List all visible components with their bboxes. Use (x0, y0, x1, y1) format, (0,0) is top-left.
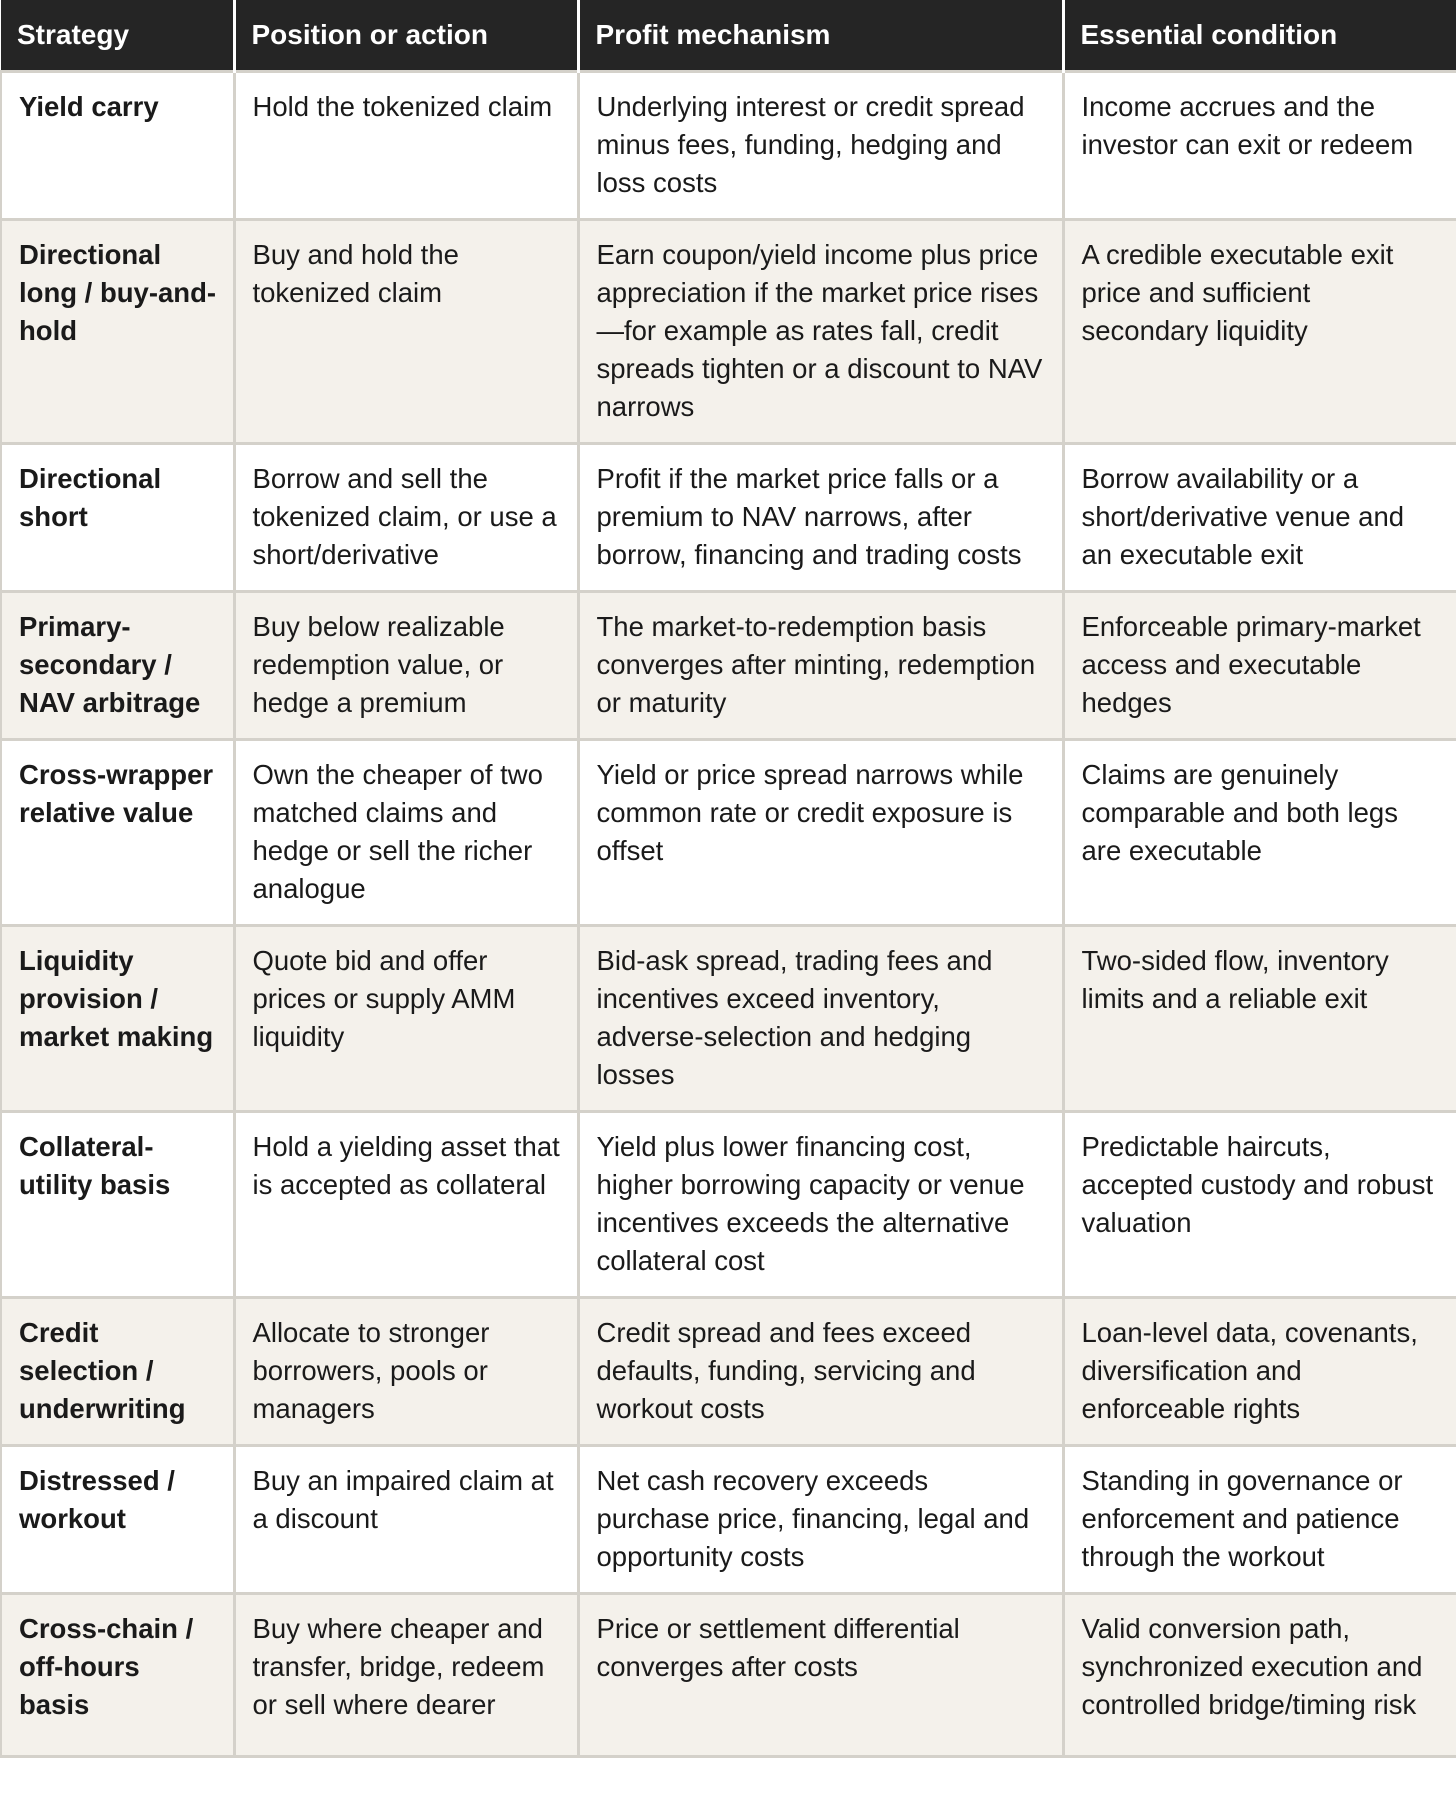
cell-essential-condition: Income accrues and the investor can exit… (1061, 70, 1456, 221)
cell-profit-mechanism: Net cash recovery exceeds purchase price… (576, 1444, 1065, 1595)
cell-strategy: Cross-wrapper relative value (0, 738, 236, 927)
cell-strategy: Directional long / buy-and-hold (0, 218, 236, 445)
table-row: Cross-chain / off-hours basis Buy where … (0, 1592, 1456, 1758)
table-row: Directional short Borrow and sell the to… (0, 442, 1456, 593)
cell-position: Buy an impaired claim at a discount (232, 1444, 580, 1595)
header-profit-mechanism: Profit mechanism (576, 0, 1065, 72)
cell-essential-condition: Standing in governance or enforcement an… (1061, 1444, 1456, 1595)
cell-strategy: Liquidity provision / market making (0, 924, 236, 1113)
table-row: Credit selection / underwriting Allocate… (0, 1296, 1456, 1447)
header-essential-condition: Essential condition (1061, 0, 1456, 72)
cell-position: Hold the tokenized claim (232, 70, 580, 221)
cell-profit-mechanism: Bid-ask spread, trading fees and incenti… (576, 924, 1065, 1113)
cell-profit-mechanism: Price or settlement differential converg… (576, 1592, 1065, 1758)
strategy-table: Strategy Position or action Profit mecha… (0, 0, 1456, 1758)
cell-profit-mechanism: The market-to-redemption basis converges… (576, 590, 1065, 741)
cell-strategy: Primary-secondary / NAV arbitrage (0, 590, 236, 741)
cell-essential-condition: Borrow availability or a short/derivativ… (1061, 442, 1456, 593)
cell-profit-mechanism: Profit if the market price falls or a pr… (576, 442, 1065, 593)
cell-profit-mechanism: Earn coupon/yield income plus price appr… (576, 218, 1065, 445)
header-strategy: Strategy (1, 0, 236, 72)
cell-essential-condition: Two-sided flow, inventory limits and a r… (1061, 924, 1456, 1113)
cell-strategy: Cross-chain / off-hours basis (0, 1592, 236, 1758)
header-position-or-action: Position or action (232, 0, 580, 72)
table-row: Cross-wrapper relative value Own the che… (0, 738, 1456, 927)
cell-position: Own the cheaper of two matched claims an… (232, 738, 580, 927)
header-row: Strategy Position or action Profit mecha… (1, 0, 1456, 72)
cell-strategy: Collateral-utility basis (0, 1110, 236, 1299)
cell-position: Hold a yielding asset that is accepted a… (232, 1110, 580, 1299)
cell-position: Quote bid and offer prices or supply AMM… (232, 924, 580, 1113)
cell-position: Allocate to stronger borrowers, pools or… (232, 1296, 580, 1447)
cell-strategy: Credit selection / underwriting (0, 1296, 236, 1447)
cell-essential-condition: Valid conversion path, synchronized exec… (1061, 1592, 1456, 1758)
cell-position: Buy where cheaper and transfer, bridge, … (232, 1592, 580, 1758)
cell-profit-mechanism: Credit spread and fees exceed defaults, … (576, 1296, 1065, 1447)
cell-position: Buy below realizable redemption value, o… (232, 590, 580, 741)
cell-essential-condition: Predictable haircuts, accepted custody a… (1061, 1110, 1456, 1299)
table-row: Primary-secondary / NAV arbitrage Buy be… (0, 590, 1456, 741)
cell-essential-condition: A credible executable exit price and suf… (1061, 218, 1456, 445)
cell-profit-mechanism: Yield or price spread narrows while comm… (576, 738, 1065, 927)
cell-strategy: Directional short (0, 442, 236, 593)
cell-position: Buy and hold the tokenized claim (232, 218, 580, 445)
cell-essential-condition: Enforceable primary-market access and ex… (1061, 590, 1456, 741)
table-row: Yield carry Hold the tokenized claim Und… (0, 70, 1456, 221)
table-row: Liquidity provision / market making Quot… (0, 924, 1456, 1113)
table-row: Distressed / workout Buy an impaired cla… (0, 1444, 1456, 1595)
table-row: Directional long / buy-and-hold Buy and … (0, 218, 1456, 445)
cell-essential-condition: Loan-level data, covenants, diversificat… (1061, 1296, 1456, 1447)
cell-essential-condition: Claims are genuinely comparable and both… (1061, 738, 1456, 927)
cell-profit-mechanism: Yield plus lower financing cost, higher … (576, 1110, 1065, 1299)
cell-position: Borrow and sell the tokenized claim, or … (232, 442, 580, 593)
cell-strategy: Distressed / workout (0, 1444, 236, 1595)
table-row: Collateral-utility basis Hold a yielding… (0, 1110, 1456, 1299)
cell-strategy: Yield carry (0, 70, 236, 221)
cell-profit-mechanism: Underlying interest or credit spread min… (576, 70, 1065, 221)
